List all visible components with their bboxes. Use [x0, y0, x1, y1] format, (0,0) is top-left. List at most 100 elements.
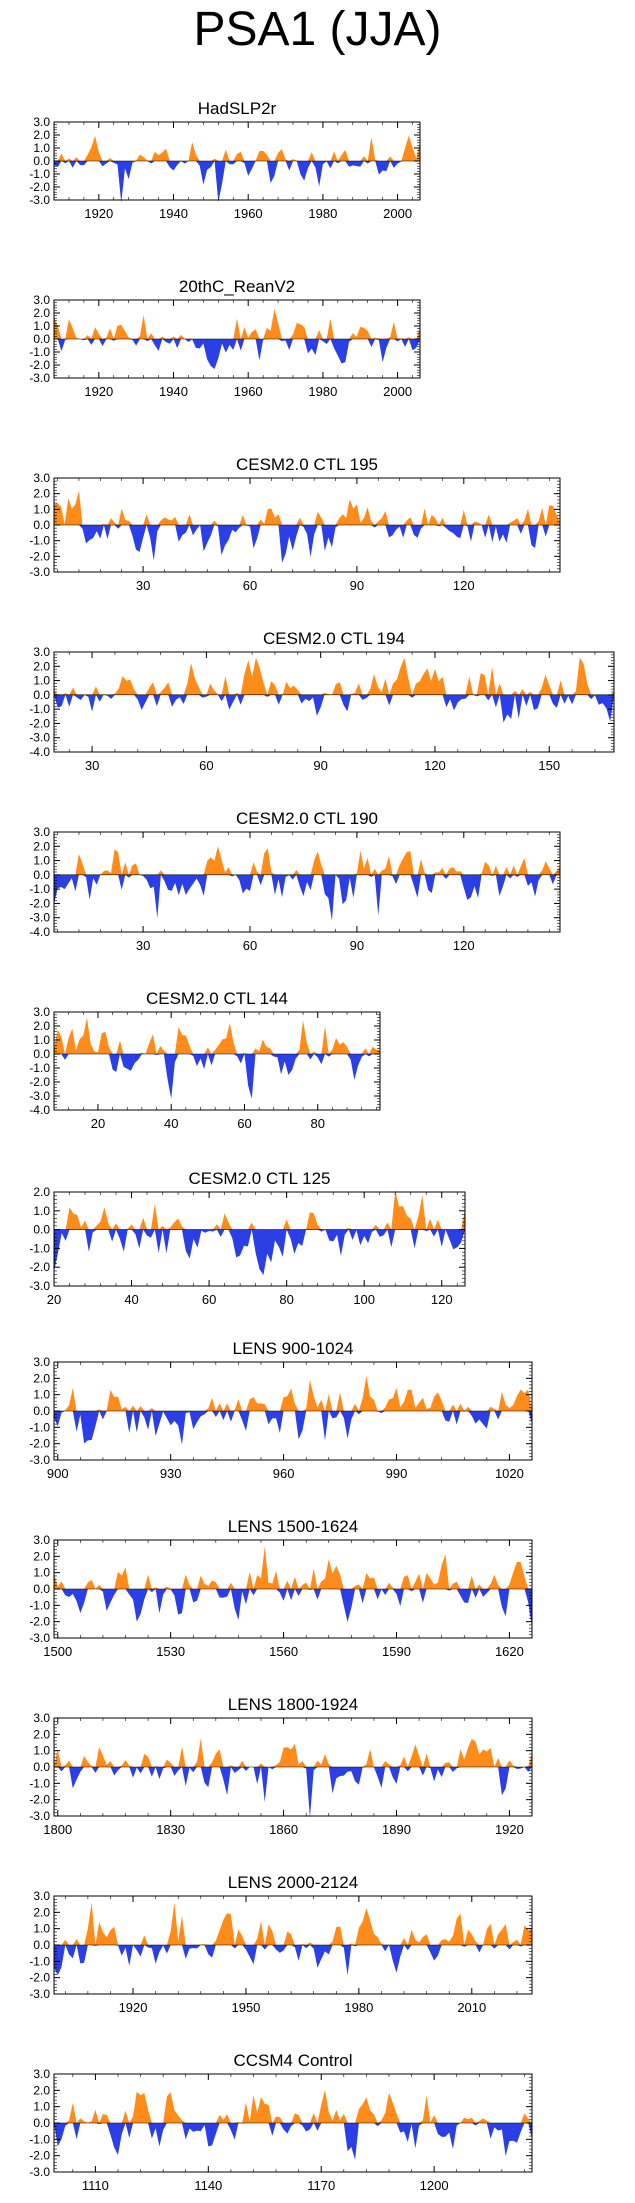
y-tick-label: -3.0	[29, 193, 50, 207]
y-tick-label: -2.0	[29, 549, 50, 563]
y-tick-label: 0.0	[33, 1223, 50, 1237]
positive-area	[54, 1017, 380, 1054]
x-tick-label: 1800	[43, 1822, 72, 1837]
x-tick-label: 1920	[84, 206, 113, 221]
x-tick-label: 1170	[307, 2178, 335, 2193]
x-tick-label: 1140	[194, 2178, 222, 2193]
y-tick-label: 2.0	[33, 1905, 50, 1919]
y-tick-label: 1.0	[33, 1744, 50, 1758]
y-tick-label: 3.0	[33, 293, 50, 307]
y-tick-label: 1.0	[33, 319, 50, 333]
y-tick-label: 3.0	[33, 1533, 50, 1547]
y-tick-label: -1.0	[29, 345, 50, 359]
negative-area	[54, 1411, 532, 1445]
y-tick-label: 1.0	[33, 674, 50, 688]
positive-area	[54, 846, 560, 875]
x-tick-label: 1500	[43, 1644, 72, 1659]
y-tick-label: -1.0	[29, 1241, 50, 1255]
y-tick-label: 1.0	[33, 502, 50, 516]
positive-area	[54, 135, 420, 161]
x-tick-label: 1860	[269, 1822, 298, 1837]
x-tick-label: 60	[237, 1116, 251, 1131]
x-tick-label: 80	[279, 1292, 293, 1307]
y-tick-label: 0.0	[33, 154, 50, 168]
page-title: PSA1 (JJA)	[193, 3, 442, 56]
y-tick-label: 3.0	[33, 1889, 50, 1903]
y-tick-label: -3.0	[29, 371, 50, 385]
negative-area	[54, 339, 420, 370]
y-tick-label: 1.0	[33, 2100, 50, 2114]
x-tick-label: 1020	[495, 1466, 524, 1481]
chart-panel: LENS 2000-2124 3.0 2.0 1.0 0.0 -1.0 -2.0 -3.0 19…	[29, 1873, 533, 2015]
chart-title: LENS 1800-1924	[228, 1695, 358, 1714]
x-tick-label: 1890	[382, 1822, 411, 1837]
x-tick-label: 30	[136, 938, 150, 953]
chart-panel: LENS 1800-19243.02.01.00.0-1.0-2.0-3.018…	[29, 1695, 533, 1837]
y-tick-label: 2.0	[33, 487, 50, 501]
positive-area	[54, 1902, 532, 1945]
y-tick-label: 1.0	[33, 141, 50, 155]
plot-frame	[53, 1011, 381, 1111]
y-tick-label: 0.0	[33, 1047, 50, 1061]
chart-panel: CESM2.0 CTL 195 3.0 2.01.0 0.0 -1.0-2.0 -3.0 3…	[29, 455, 561, 593]
x-tick-label: 90	[350, 578, 364, 593]
x-tick-label: 1560	[269, 1644, 298, 1659]
y-tick-label: -2.0	[29, 180, 50, 194]
chart-title: CESM2.0 CTL 125	[188, 1169, 330, 1188]
y-tick-label: -2.0	[29, 1437, 50, 1451]
y-tick-label: -3.0	[29, 1453, 50, 1467]
y-tick-label: -1.0	[29, 167, 50, 181]
negative-area	[54, 1945, 532, 1976]
y-tick-label: 0.0	[33, 2116, 50, 2130]
x-tick-label: 60	[199, 758, 213, 773]
y-tick-label: -2.0	[29, 1615, 50, 1629]
x-tick-label: 1950	[231, 2000, 260, 2015]
y-tick-label: 1.0	[33, 854, 50, 868]
chart-title: LENS 2000-2124	[228, 1873, 358, 1892]
y-tick-label: -2.0	[29, 1793, 50, 1807]
y-tick-label: 1.0	[33, 1388, 50, 1402]
y-tick-label: 2.0	[33, 128, 50, 142]
positive-area	[54, 1738, 532, 1767]
y-tick-label: -1.0	[29, 1954, 50, 1968]
x-tick-label: 1530	[156, 1644, 185, 1659]
x-tick-label: 960	[273, 1466, 295, 1481]
x-tick-label: 150	[538, 758, 560, 773]
y-tick-label: 3.0	[33, 2067, 50, 2081]
y-tick-label: -3.0	[29, 911, 50, 925]
y-tick-label: 2.0	[33, 1185, 50, 1199]
positive-area	[54, 490, 560, 525]
positive-area	[54, 657, 614, 695]
negative-area	[54, 2123, 532, 2160]
y-tick-label: -4.0	[29, 745, 50, 759]
y-tick-label: 3.0	[33, 1711, 50, 1725]
negative-area	[54, 1054, 380, 1099]
x-tick-label: 990	[386, 1466, 408, 1481]
negative-area	[54, 874, 560, 921]
plot-frame	[53, 1191, 466, 1287]
y-tick-label: -3.0	[29, 1279, 50, 1293]
y-tick-label: 1.0	[33, 1922, 50, 1936]
y-tick-label: -2.0	[29, 716, 50, 730]
x-tick-label: 1920	[84, 384, 113, 399]
chart-panel: CCSM4 Control 3.0 2.0 1.0 0.0 -1.0 -2.0 -3.0 111…	[29, 2051, 533, 2193]
y-tick-label: -1.0	[29, 534, 50, 548]
x-tick-label: 900	[47, 1466, 69, 1481]
positive-area	[54, 1376, 532, 1411]
x-tick-label: 2000	[383, 206, 412, 221]
x-tick-label: 1110	[82, 2178, 109, 2193]
y-tick-label: -2.0	[29, 1075, 50, 1089]
x-tick-label: 1980	[344, 2000, 373, 2015]
y-tick-label: -3.0	[29, 2165, 50, 2179]
chart-title: CESM2.0 CTL 194	[263, 629, 405, 648]
y-tick-label: 3.0	[33, 115, 50, 129]
y-tick-label: 0.0	[33, 868, 50, 882]
negative-area	[54, 525, 560, 563]
y-tick-label: 2.0	[33, 1019, 50, 1033]
chart-title: CESM2.0 CTL 190	[236, 809, 378, 828]
y-tick-label: 2.0	[33, 2083, 50, 2097]
chart-panel: CESM2.0 CTL 194 3.02.01.00.0-1.0-2.0-3.0-…	[29, 629, 615, 773]
negative-area	[54, 1229, 465, 1276]
x-tick-label: 1830	[156, 1822, 185, 1837]
y-tick-label: -2.0	[29, 1260, 50, 1274]
